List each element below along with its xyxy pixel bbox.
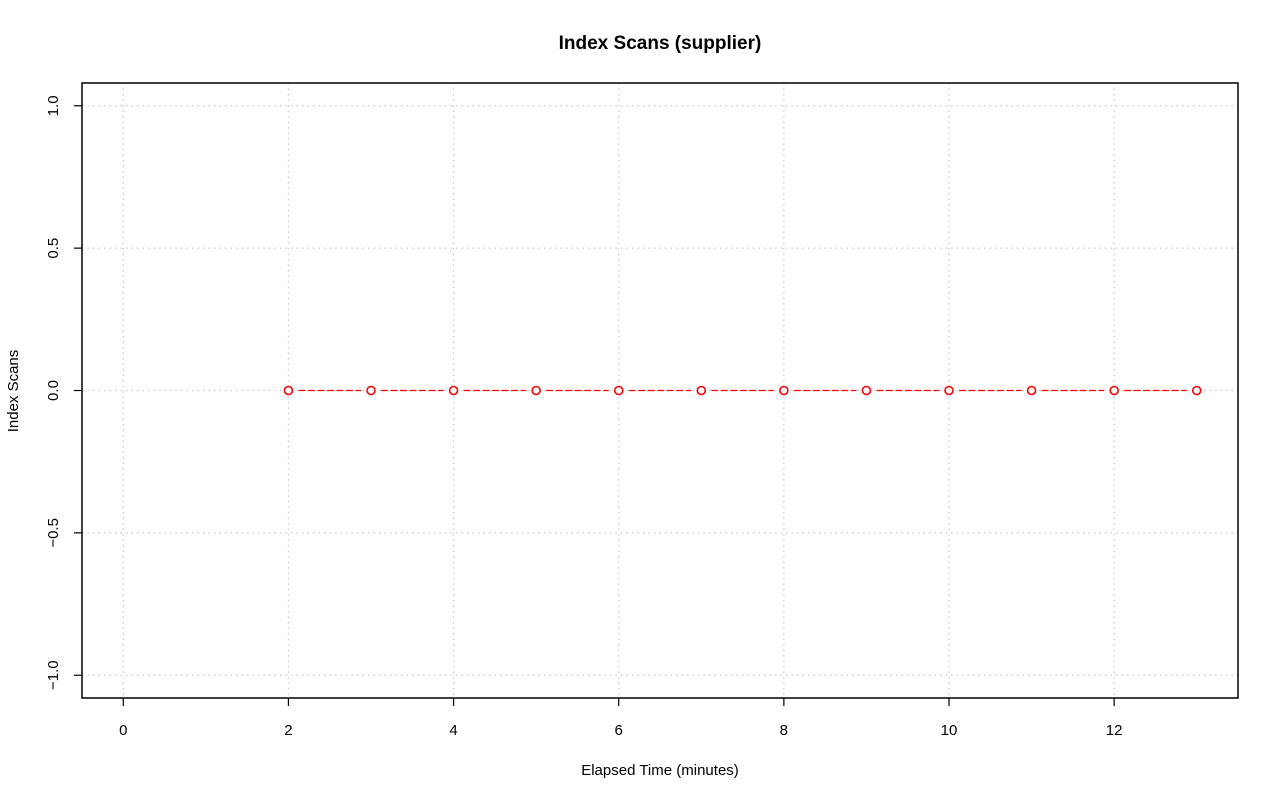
data-point — [944, 385, 954, 396]
series-layer — [283, 385, 1202, 396]
x-tick-label: 0 — [119, 722, 127, 739]
x-tick-label: 4 — [449, 722, 457, 739]
data-point — [283, 385, 294, 396]
data-point — [1191, 385, 1202, 396]
y-tick-label: 0.0 — [45, 380, 62, 401]
data-point — [1026, 385, 1037, 396]
x-axis-label: Elapsed Time (minutes) — [581, 762, 739, 779]
y-tick-label: 1.0 — [45, 95, 62, 116]
x-tick-label: 10 — [941, 722, 958, 739]
y-tick-label: 0.5 — [45, 238, 62, 259]
y-tick-label: −0.5 — [45, 518, 62, 548]
data-point — [448, 385, 459, 396]
data-point — [696, 385, 707, 396]
y-axis-label: Index Scans — [5, 350, 22, 433]
data-point — [779, 385, 789, 396]
x-tick-label: 6 — [615, 722, 623, 739]
data-point — [613, 385, 624, 396]
y-axis: −1.0 −0.5 0.0 0.5 1.0 — [45, 95, 82, 690]
x-tick-label: 2 — [284, 722, 292, 739]
x-axis: 0 2 4 6 8 10 12 — [119, 698, 1122, 739]
chart-title: Index Scans (supplier) — [559, 33, 762, 54]
data-point — [861, 385, 872, 396]
data-point — [1109, 385, 1119, 396]
x-tick-label: 8 — [780, 722, 788, 739]
y-tick-label: −1.0 — [45, 660, 62, 690]
data-point — [366, 385, 376, 396]
data-point — [531, 385, 541, 396]
x-tick-label: 12 — [1106, 722, 1123, 739]
